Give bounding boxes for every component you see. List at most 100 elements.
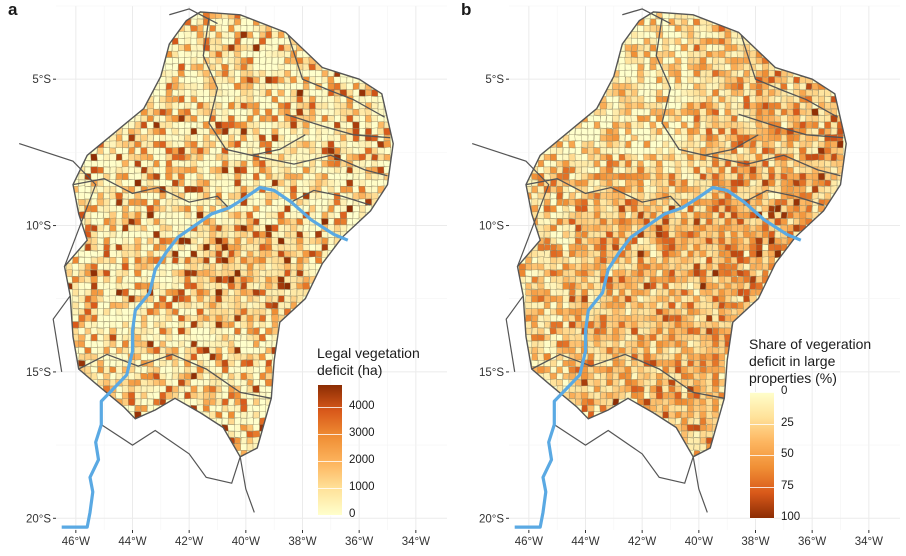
municipality-cell [383,140,392,149]
municipality-cell [655,205,664,213]
municipality-cell [172,57,179,65]
municipality-cell [718,257,726,264]
municipality-cell [717,57,726,65]
municipality-cell [525,257,532,264]
municipality-cell [103,308,110,316]
municipality-cell [649,321,657,329]
municipality-cell [574,179,583,187]
municipality-cell [674,391,682,400]
x-tick-label: 46°W [515,536,543,548]
municipality-cell [196,18,204,26]
municipality-cell [755,269,763,277]
municipality-cell [755,63,764,71]
municipality-cell [699,108,707,117]
municipality-cell [649,83,657,90]
municipality-cell [97,321,104,329]
municipality-cell [315,134,322,142]
municipality-cell [84,366,92,374]
municipality-cell [637,289,645,296]
municipality-cell [549,314,558,322]
municipality-cell [346,89,354,97]
municipality-cell [184,141,192,148]
municipality-cell [140,153,148,161]
municipality-cell [246,417,254,426]
municipality-cell [234,256,241,265]
municipality-cell [183,295,192,303]
municipality-cell [252,63,260,71]
municipality-cell [209,186,216,193]
municipality-cell [122,147,129,155]
municipality-cell [115,275,123,284]
municipality-cell [600,231,607,238]
municipality-cell [284,231,291,238]
municipality-cell [736,218,745,226]
municipality-cell [234,430,241,438]
municipality-cell [637,140,645,149]
municipality-cell [203,308,210,316]
municipality-cell [228,314,235,323]
municipality-cell [196,257,204,264]
municipality-cell [600,327,607,335]
municipality-cell [662,391,669,400]
municipality-cell [624,218,632,226]
municipality-cell [252,231,261,239]
municipality-cell [618,121,626,129]
municipality-cell [365,173,372,181]
municipality-cell [134,263,142,271]
municipality-cell [203,237,210,245]
municipality-cell [122,295,129,303]
municipality-cell [568,153,576,162]
municipality-cell [109,243,117,252]
municipality-cell [599,218,607,226]
municipality-cell [549,230,557,239]
municipality-cell [128,256,136,264]
municipality-cell [706,24,713,33]
municipality-cell [656,38,663,45]
municipality-cell [234,185,241,194]
municipality-cell [605,166,614,174]
municipality-cell [90,250,99,258]
municipality-cell [277,69,286,78]
municipality-cell [562,218,570,226]
municipality-cell [271,282,279,290]
municipality-cell [364,186,373,193]
municipality-cell [643,366,651,374]
municipality-cell [699,443,707,451]
municipality-cell [600,340,607,348]
municipality-cell [165,379,173,387]
municipality-cell [153,314,160,322]
municipality-cell [103,166,111,174]
municipality-cell [637,44,645,52]
municipality-cell [643,166,651,174]
municipality-cell [531,353,539,361]
municipality-cell [575,172,582,181]
municipality-cell [724,166,732,174]
municipality-cell [196,308,204,316]
municipality-cell [606,321,613,329]
municipality-cell [253,237,260,245]
municipality-cell [693,288,701,297]
municipality-cell [593,321,601,329]
municipality-cell [600,153,607,161]
municipality-cell [593,353,601,361]
municipality-cell [705,418,714,425]
municipality-cell [743,250,750,258]
municipality-cell [265,115,273,123]
municipality-cell [730,96,738,103]
municipality-cell [171,327,179,335]
municipality-cell [593,153,601,161]
municipality-cell [246,443,254,451]
municipality-cell [587,372,595,380]
municipality-cell [227,424,236,432]
municipality-cell [699,179,707,187]
municipality-cell [227,192,235,200]
municipality-cell [718,96,726,103]
municipality-cell [724,57,732,65]
municipality-cell [165,88,173,97]
municipality-cell [140,321,148,329]
municipality-cell [736,50,745,58]
municipality-cell [718,334,726,342]
municipality-cell [668,302,676,309]
municipality-cell [824,96,832,103]
municipality-cell [787,76,794,84]
